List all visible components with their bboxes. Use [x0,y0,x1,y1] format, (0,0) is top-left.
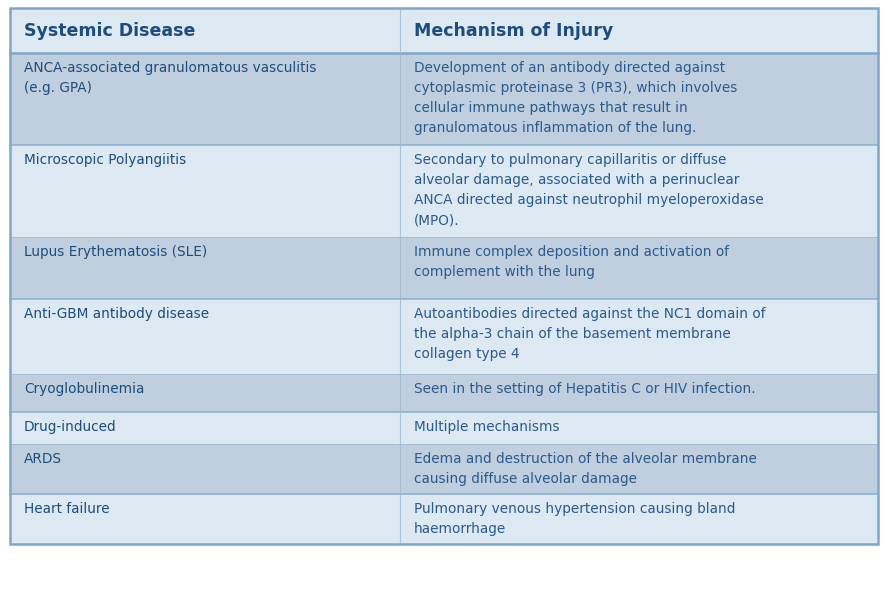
Text: Mechanism of Injury: Mechanism of Injury [414,21,613,40]
Bar [10,8,878,53]
Text: ARDS: ARDS [24,452,62,466]
Bar [10,412,878,444]
Text: Immune complex deposition and activation of
complement with the lung: Immune complex deposition and activation… [414,245,729,279]
Text: Anti-GBM antibody disease: Anti-GBM antibody disease [24,307,209,321]
Text: Development of an antibody directed against
cytoplasmic proteinase 3 (PR3), whic: Development of an antibody directed agai… [414,61,738,135]
Bar [10,145,878,237]
Text: Heart failure: Heart failure [24,502,109,516]
Bar [10,444,878,494]
Bar [10,299,878,374]
Bar [10,374,878,412]
Text: Systemic Disease: Systemic Disease [24,21,196,40]
Text: Drug-induced: Drug-induced [24,420,117,434]
Text: Seen in the setting of Hepatitis C or HIV infection.: Seen in the setting of Hepatitis C or HI… [414,382,756,396]
Bar [10,237,878,299]
Bar [10,494,878,544]
Text: Secondary to pulmonary capillaritis or diffuse
alveolar damage, associated with : Secondary to pulmonary capillaritis or d… [414,153,764,227]
Text: Multiple mechanisms: Multiple mechanisms [414,420,560,434]
Text: Lupus Erythematosis (SLE): Lupus Erythematosis (SLE) [24,245,207,259]
Text: Pulmonary venous hypertension causing bland
haemorrhage: Pulmonary venous hypertension causing bl… [414,502,735,536]
Text: Microscopic Polyangiitis: Microscopic Polyangiitis [24,153,186,167]
Text: Autoantibodies directed against the NC1 domain of
the alpha-3 chain of the basem: Autoantibodies directed against the NC1 … [414,307,765,361]
Bar [10,53,878,145]
Text: Edema and destruction of the alveolar membrane
causing diffuse alveolar damage: Edema and destruction of the alveolar me… [414,452,756,486]
Text: ANCA-associated granulomatous vasculitis
(e.g. GPA): ANCA-associated granulomatous vasculitis… [24,61,317,95]
Text: Cryoglobulinemia: Cryoglobulinemia [24,382,144,396]
